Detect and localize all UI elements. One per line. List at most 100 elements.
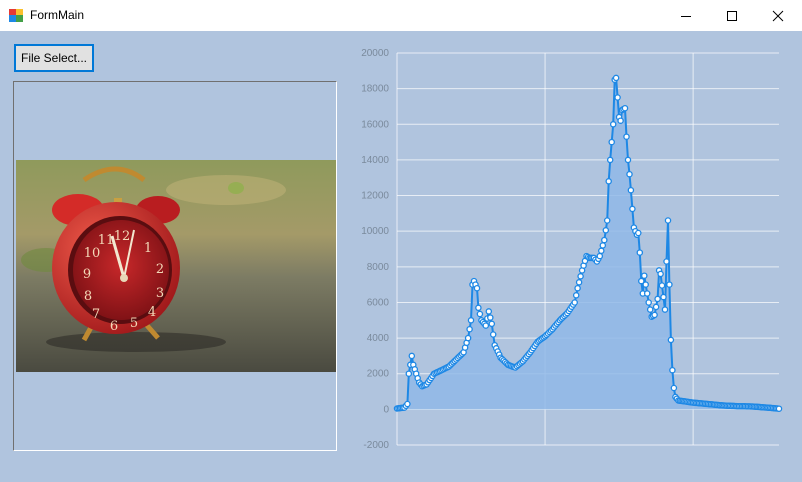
svg-text:5: 5 xyxy=(130,316,138,331)
data-point xyxy=(482,322,490,329)
data-point xyxy=(667,336,675,344)
y-tick-label: 18000 xyxy=(361,84,389,95)
data-point xyxy=(664,217,672,224)
file-select-button[interactable]: File Select... xyxy=(14,44,94,72)
data-point xyxy=(473,284,481,292)
data-point xyxy=(609,121,617,128)
svg-text:10: 10 xyxy=(84,246,101,261)
data-point xyxy=(577,273,584,280)
y-axis-labels: -2000 0 2000 4000 6000 8000 10000 12000 14000 160… xyxy=(361,48,389,451)
data-point xyxy=(487,314,494,321)
svg-text:4: 4 xyxy=(148,305,156,320)
svg-text:7: 7 xyxy=(92,307,100,322)
data-point xyxy=(666,281,673,288)
data-point xyxy=(408,352,416,360)
data-point xyxy=(651,311,658,319)
data-point xyxy=(621,104,629,112)
data-point xyxy=(598,247,605,255)
picture-box: 12 1 2 3 4 5 6 7 8 9 10 11 xyxy=(13,81,337,451)
y-tick-label: 0 xyxy=(383,404,389,415)
svg-text:11: 11 xyxy=(98,233,115,248)
data-point xyxy=(464,334,472,342)
app-icon xyxy=(9,9,23,22)
data-point xyxy=(617,117,624,124)
client-area: File Select... xyxy=(0,31,802,482)
svg-text:9: 9 xyxy=(83,267,91,282)
close-icon xyxy=(772,10,784,21)
y-tick-label: 16000 xyxy=(361,119,389,130)
data-point xyxy=(599,242,607,249)
svg-text:2: 2 xyxy=(156,262,164,277)
y-tick-label: 6000 xyxy=(367,297,390,308)
window-title: FormMain xyxy=(30,8,85,22)
data-point xyxy=(603,217,611,224)
data-point xyxy=(606,156,614,164)
data-point xyxy=(635,229,642,237)
series-points xyxy=(393,74,783,412)
data-point xyxy=(775,405,783,412)
data-point xyxy=(641,272,648,279)
y-tick-label: 2000 xyxy=(367,369,390,380)
alarm-clock-photo: 12 1 2 3 4 5 6 7 8 9 10 11 xyxy=(16,160,336,372)
close-button[interactable] xyxy=(755,0,801,31)
data-point xyxy=(663,258,670,265)
data-point xyxy=(661,306,669,313)
data-point xyxy=(623,133,630,140)
data-point xyxy=(652,303,660,311)
y-tick-label: 4000 xyxy=(367,333,390,344)
data-point xyxy=(571,299,578,306)
data-point xyxy=(572,292,580,299)
data-point xyxy=(575,279,583,286)
minimize-icon xyxy=(681,15,691,17)
data-point xyxy=(405,370,413,377)
data-point xyxy=(612,74,620,82)
data-point xyxy=(485,308,493,315)
data-point xyxy=(638,277,645,285)
data-point xyxy=(475,304,482,312)
y-tick-label: 12000 xyxy=(361,191,389,202)
data-point xyxy=(629,205,636,213)
y-tick-label: -2000 xyxy=(363,440,389,451)
data-point xyxy=(657,270,664,278)
data-point xyxy=(627,186,635,194)
minimize-button[interactable] xyxy=(663,0,709,31)
data-point xyxy=(660,293,667,301)
data-point xyxy=(574,284,581,292)
data-point xyxy=(645,299,652,306)
data-point xyxy=(643,290,651,297)
data-point xyxy=(636,249,644,256)
data-point xyxy=(626,170,633,178)
data-point xyxy=(602,227,610,234)
data-point xyxy=(642,281,649,288)
data-point xyxy=(614,94,621,101)
data-point xyxy=(654,295,661,303)
data-point xyxy=(404,400,411,408)
data-point xyxy=(601,236,608,244)
data-point xyxy=(467,317,475,324)
histogram-chart: -2000 0 2000 4000 6000 8000 10000 12000 14000 160… xyxy=(361,48,783,451)
svg-text:12: 12 xyxy=(114,229,131,244)
data-point xyxy=(670,384,678,392)
y-tick-label: 20000 xyxy=(361,48,389,59)
data-point xyxy=(669,366,676,374)
y-tick-label: 8000 xyxy=(367,262,390,273)
data-point xyxy=(466,325,473,333)
maximize-button[interactable] xyxy=(709,0,755,31)
svg-text:8: 8 xyxy=(84,289,92,304)
data-point xyxy=(488,320,496,328)
svg-text:6: 6 xyxy=(110,319,118,334)
data-point xyxy=(605,178,612,185)
y-tick-label: 10000 xyxy=(361,226,389,237)
data-point xyxy=(646,306,654,313)
y-tick-label: 14000 xyxy=(361,155,389,166)
data-point xyxy=(476,310,484,318)
title-bar: FormMain xyxy=(0,0,802,31)
data-point xyxy=(624,156,632,164)
maximize-icon xyxy=(727,10,737,21)
data-point xyxy=(608,138,615,146)
data-point xyxy=(658,282,666,289)
svg-text:1: 1 xyxy=(144,241,152,256)
data-point xyxy=(596,252,604,260)
svg-text:3: 3 xyxy=(156,286,164,301)
data-point xyxy=(489,331,497,338)
